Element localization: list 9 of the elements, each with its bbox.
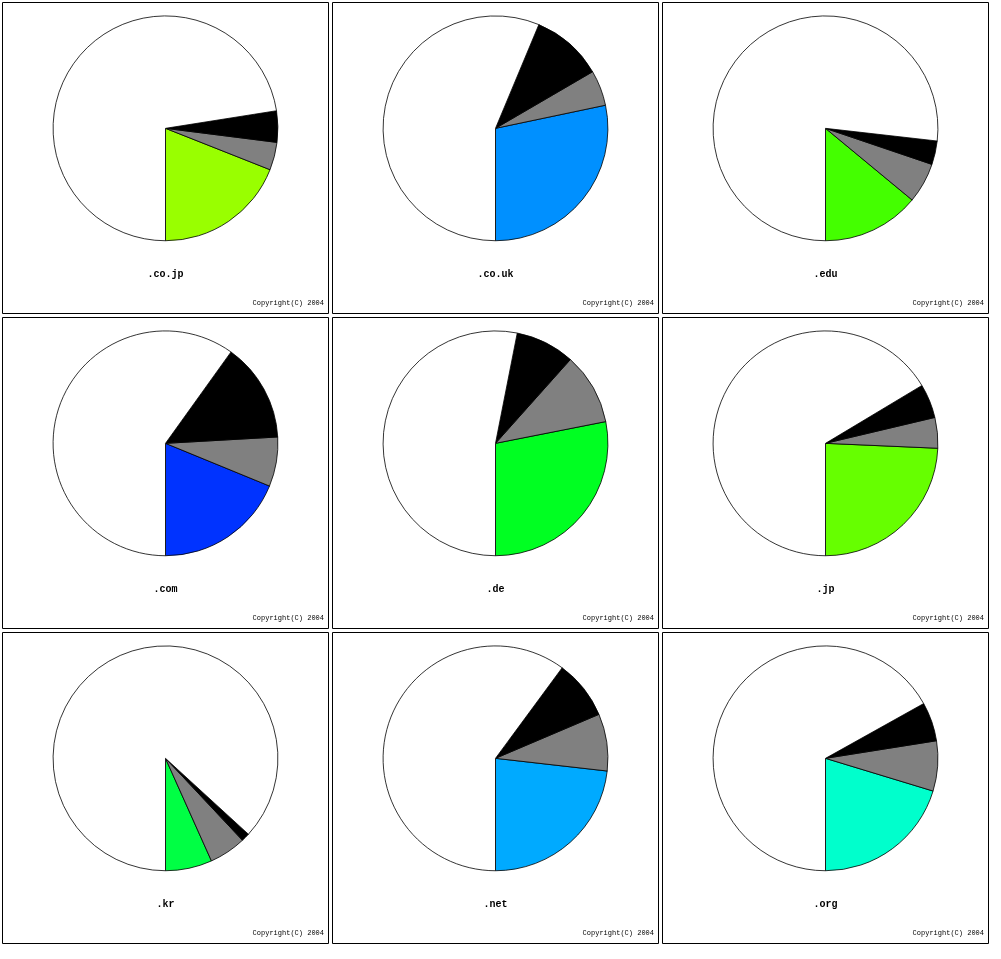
text: .jp <box>816 583 835 595</box>
text: .org <box>813 898 838 910</box>
text: .com <box>153 583 178 595</box>
text: .co.jp <box>147 268 184 280</box>
text: .net <box>483 898 508 910</box>
text: .kr <box>156 898 175 910</box>
text: .de <box>486 583 505 595</box>
text: .edu <box>813 268 838 280</box>
text: .co.uk <box>477 268 514 280</box>
